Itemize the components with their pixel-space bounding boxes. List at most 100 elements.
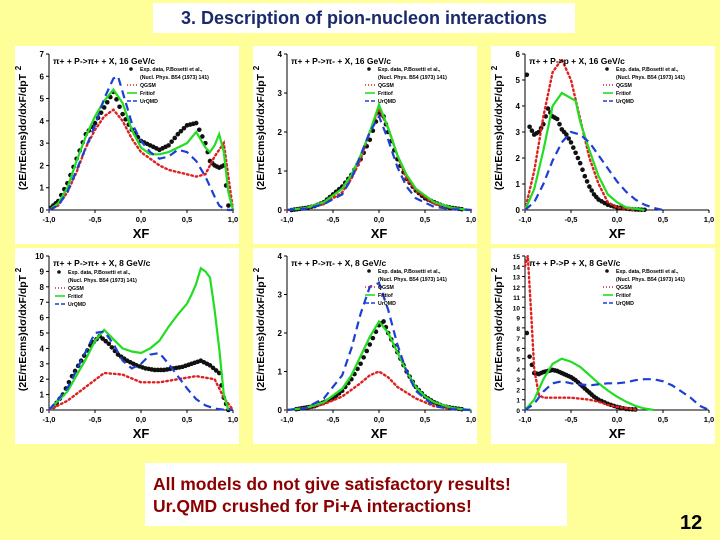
chart4-y-tick-label: 7 bbox=[40, 298, 45, 307]
chart3-y-axis-label-exponent: 2 bbox=[491, 65, 499, 70]
chart5-legend-label: QGSM bbox=[378, 285, 394, 291]
chart4-legend: Exp. data, P.Bosetti et al., (Nucl. Phys.… bbox=[55, 270, 137, 308]
chart2-x-tick-label: -1,0 bbox=[281, 215, 294, 224]
chart6-data-point bbox=[524, 330, 530, 336]
chart3-x-tick-label: 1,0 bbox=[704, 215, 714, 224]
chart4-y-tick-label: 1 bbox=[40, 391, 45, 400]
chart6-data-point bbox=[527, 354, 532, 359]
chart5-x-tick-label: 0,5 bbox=[420, 415, 430, 424]
chart6-legend: Exp. data, P.Bosetti et al., (Nucl. Phys.… bbox=[603, 269, 685, 307]
chart1-y-axis-label-exponent: 2 bbox=[15, 65, 23, 70]
chart1-x-tick-label: 1,0 bbox=[228, 215, 238, 224]
chart3-data-point bbox=[524, 72, 530, 78]
chart5-data-point bbox=[381, 319, 386, 324]
chart2-series-exp bbox=[289, 110, 465, 213]
chart1-legend-marker-exp bbox=[129, 67, 133, 71]
chart4-data-point bbox=[109, 345, 115, 350]
chart3-y-tick-label: 2 bbox=[516, 154, 521, 163]
chart1-data-point bbox=[114, 97, 119, 102]
chart1-y-tick-label: 6 bbox=[40, 72, 45, 81]
chart3-data-point bbox=[557, 121, 562, 127]
chart1-x-tick-label: 0,0 bbox=[136, 215, 146, 224]
chart3-legend: Exp. data, P.Bosetti et al., (Nucl. Phys.… bbox=[603, 67, 685, 105]
chart3-series-urqmd bbox=[524, 130, 664, 212]
chart4-y-tick-label: 2 bbox=[40, 375, 45, 384]
chart3-data-point bbox=[584, 179, 590, 184]
chart-svg-2: 0 1 2 3 4 -1,0 -0,5 0,0 0,5 1,0 XF (2E/πEcms)dσ/dxF… bbox=[253, 50, 476, 241]
chart6-x-tick-label: 1,0 bbox=[704, 415, 714, 424]
chart1-legend-label: Exp. data, P.Bosetti et al., bbox=[140, 67, 203, 73]
chart4-x-tick-label: -0,5 bbox=[89, 415, 102, 424]
chart6-y-tick-label: 7 bbox=[516, 336, 520, 343]
chart1-data-point bbox=[226, 203, 231, 208]
chart-svg-3: 0 1 2 3 4 5 6 -1,0 -0,5 0,0 0,5 1,0 XF (2E/πEcms)dσ/d… bbox=[491, 50, 714, 241]
chart6-y-tick-label: 13 bbox=[513, 275, 521, 282]
chart3-data-point bbox=[529, 128, 535, 133]
chart3-data-point bbox=[564, 132, 569, 137]
chart4-x-tick-label: 1,0 bbox=[228, 415, 238, 424]
chart3-y-tick-label: 6 bbox=[516, 50, 521, 59]
chart1-y-tick-label: 4 bbox=[40, 117, 45, 126]
chart4-x-tick-label: 0,0 bbox=[136, 415, 146, 424]
chart6-x-tick-label: -0,5 bbox=[565, 415, 578, 424]
chart1-data-point bbox=[172, 135, 178, 141]
chart4-series-urqmd bbox=[48, 330, 234, 412]
chart3-y-tick-label: 0 bbox=[516, 206, 521, 215]
chart6-y-tick-label: 3 bbox=[516, 377, 520, 384]
chart4-data-point bbox=[66, 379, 72, 385]
chart6-legend-label: Exp. data, P.Bosetti et al., bbox=[616, 269, 679, 275]
chart1-data-point bbox=[120, 111, 125, 117]
chart5-series-exp bbox=[293, 319, 465, 412]
chart3-chart-title: π+ + P->p + X, 16 GeV/c bbox=[529, 56, 625, 66]
chart4-data-point bbox=[213, 368, 219, 373]
chart1-series-urqmd bbox=[48, 74, 233, 212]
chart6-y-tick-label: 11 bbox=[513, 295, 520, 302]
conclusion-line-1: All models do not give satisfactory resu… bbox=[153, 474, 511, 494]
chart1-x-axis-label: XF bbox=[133, 226, 150, 241]
chart3-data-point bbox=[554, 116, 560, 122]
chart3-x-axis-label: XF bbox=[609, 226, 626, 241]
chart4-chart-title: π+ + P->π+ + X, 8 GeV/c bbox=[53, 258, 151, 268]
chart2-legend-label: QGSM bbox=[378, 83, 394, 89]
chart5-y-tick-label: 2 bbox=[278, 329, 283, 338]
chart5-y-tick-label: 4 bbox=[278, 252, 283, 261]
chart1-legend-label: Fritiof bbox=[140, 91, 155, 97]
chart-svg-1: 0 1 2 3 4 5 6 7 -1,0 -0,5 0,0 0,5 1,0 XF (2E/πEcms)dσ/… bbox=[15, 50, 238, 241]
chart2-x-tick-label: 1,0 bbox=[466, 215, 476, 224]
chart2-y-axis-label: (2E/πEcms)dσ/dxF/dpT bbox=[255, 73, 267, 190]
chart2-series-fritiof bbox=[286, 101, 472, 212]
chart5-y-axis-label-exponent: 2 bbox=[253, 267, 261, 272]
chart4-x-tick-label: 0,5 bbox=[182, 415, 192, 424]
chart4-data-point bbox=[210, 365, 216, 371]
chart6-y-tick-label: 0 bbox=[516, 408, 520, 415]
chart4-x-axis-label: XF bbox=[133, 426, 150, 441]
chart5-y-tick-label: 3 bbox=[278, 291, 283, 300]
chart2-y-tick-label: 3 bbox=[278, 89, 283, 98]
chart5-legend: Exp. data, P.Bosetti et al., (Nucl. Phys.… bbox=[365, 269, 447, 307]
chart4-legend-label: QGSM bbox=[68, 286, 84, 292]
slide-title: 3. Description of pion-nucleon interacti… bbox=[153, 3, 575, 33]
chart6-y-tick-label: 8 bbox=[516, 326, 520, 333]
chart1-legend-label: UrQMD bbox=[140, 99, 158, 105]
page-number: 12 bbox=[680, 512, 703, 534]
chart3-data-point bbox=[580, 167, 585, 172]
chart5-x-tick-label: -0,5 bbox=[327, 415, 340, 424]
chart1-data-point bbox=[166, 143, 171, 148]
chart1-x-tick-label: -1,0 bbox=[43, 215, 56, 224]
chart5-legend-label: (Nucl. Phys. B54 (1973) 141) bbox=[378, 277, 447, 283]
chart-grid: 0 1 2 3 4 5 6 7 -1,0 -0,5 0,0 0,5 1,0 XF (2E/πEcms)dσ/… bbox=[0, 34, 720, 444]
chart3-x-tick-label: 0,5 bbox=[658, 215, 668, 224]
chart3-x-tick-label: -1,0 bbox=[519, 215, 532, 224]
chart-panel-1: 0 1 2 3 4 5 6 7 -1,0 -0,5 0,0 0,5 1,0 XF (2E/πEcms)dσ/… bbox=[15, 46, 239, 244]
chart-svg-4: 0 1 2 3 4 5 6 7 8 9 10 -1,0 -0,5 0,0 0,5 1,0 XF (2E/πEcms… bbox=[15, 252, 238, 441]
chart6-chart-title: π+ + P->P + X, 8 GeV/c bbox=[529, 258, 621, 268]
chart6-x-tick-label: -1,0 bbox=[519, 415, 532, 424]
chart3-data-point bbox=[573, 150, 578, 156]
chart5-series-urqmd bbox=[286, 281, 472, 412]
chart2-x-tick-label: -0,5 bbox=[327, 215, 340, 224]
chart4-y-tick-label: 4 bbox=[40, 344, 45, 353]
chart1-data-point bbox=[117, 104, 122, 110]
chart2-legend-label: UrQMD bbox=[378, 99, 396, 105]
chart2-data-point bbox=[367, 137, 373, 143]
